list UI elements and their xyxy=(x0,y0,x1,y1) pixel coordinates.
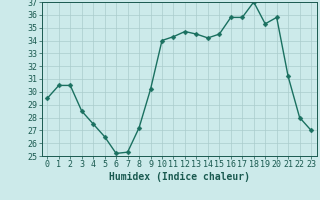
X-axis label: Humidex (Indice chaleur): Humidex (Indice chaleur) xyxy=(109,172,250,182)
